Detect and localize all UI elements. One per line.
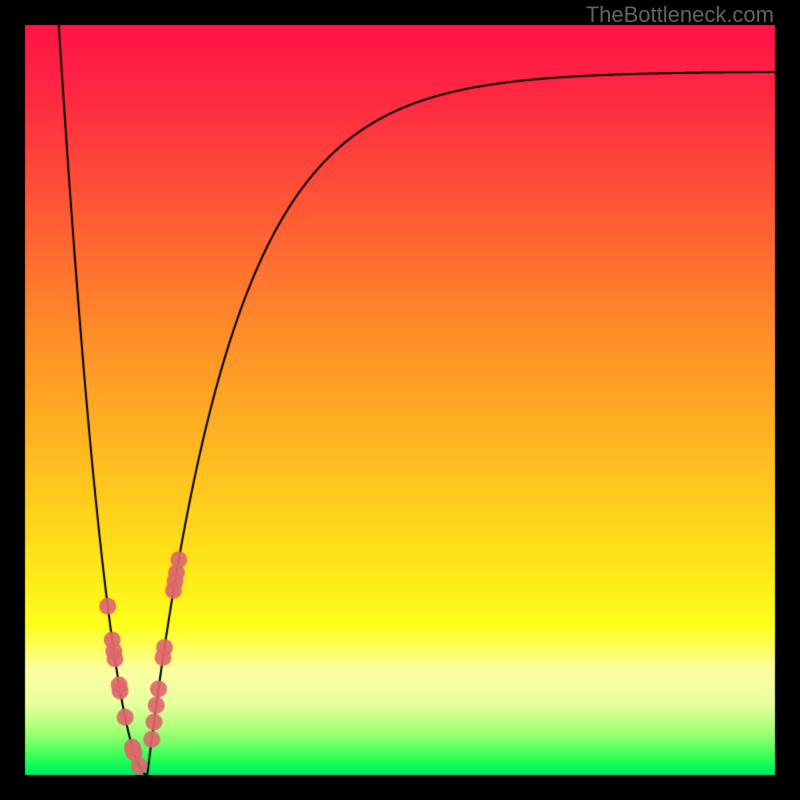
watermark-text: TheBottleneck.com (586, 2, 774, 28)
bottleneck-chart-canvas (0, 0, 800, 800)
chart-stage: TheBottleneck.com (0, 0, 800, 800)
